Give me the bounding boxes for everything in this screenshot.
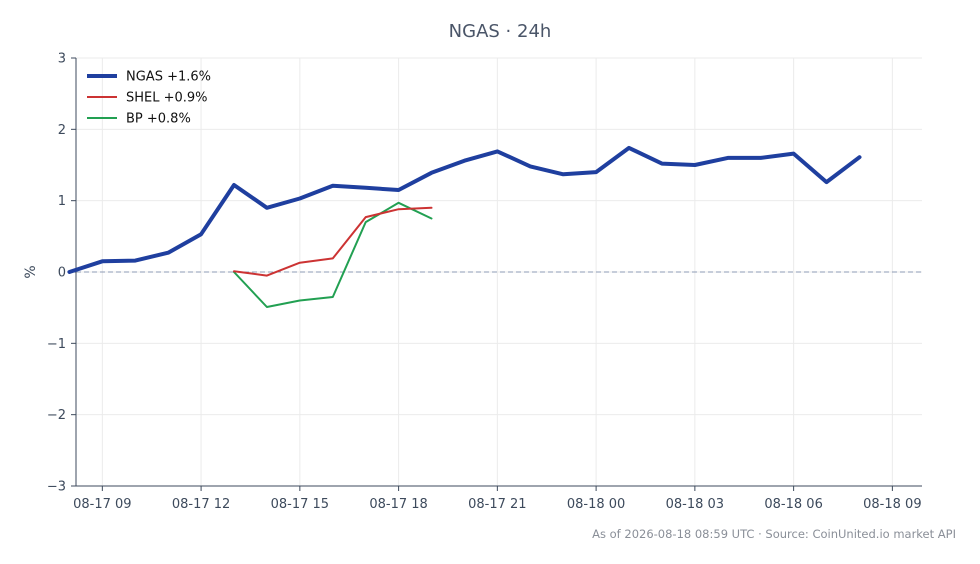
legend-label: BP +0.8% [126, 112, 191, 127]
y-tick-label: −1 [47, 337, 66, 352]
y-axis-label: % [23, 265, 39, 278]
x-tick-label: 08-17 21 [468, 497, 526, 512]
x-tick-label: 08-17 09 [73, 497, 131, 512]
x-tick-label: 08-17 18 [369, 497, 427, 512]
axes: −3 −2 −1 0 1 2 3 08-17 09 08-17 12 08-17 15 08-17 … [47, 52, 922, 512]
source-footer: As of 2026-08-18 08:59 UTC · Source: Coi… [592, 527, 956, 541]
x-tick-label: 08-17 12 [172, 497, 230, 512]
y-tick-label: −3 [47, 480, 66, 495]
legend: NGAS +1.6% SHEL +0.9% BP +0.8% [87, 70, 211, 127]
legend-label: NGAS +1.6% [126, 70, 211, 85]
series-lines [67, 145, 862, 308]
x-tick-label: 08-18 03 [666, 497, 724, 512]
y-tick-label: 0 [58, 266, 66, 281]
x-tick-label: 08-18 09 [863, 497, 921, 512]
series-line-3 [233, 201, 433, 308]
y-tick-label: 1 [58, 194, 66, 209]
x-tick-label: 08-18 00 [567, 497, 625, 512]
x-tick-label: 08-17 15 [271, 497, 329, 512]
y-tick-label: −2 [47, 408, 66, 423]
y-tick-label: 3 [58, 52, 66, 67]
x-tick-label: 08-18 06 [764, 497, 822, 512]
y-tick-label: 2 [58, 123, 66, 138]
chart-title: NGAS · 24h [449, 21, 552, 42]
grid [76, 57, 922, 487]
series-line-2 [233, 206, 433, 277]
legend-label: SHEL +0.9% [126, 91, 208, 106]
series-line-1 [67, 145, 862, 274]
